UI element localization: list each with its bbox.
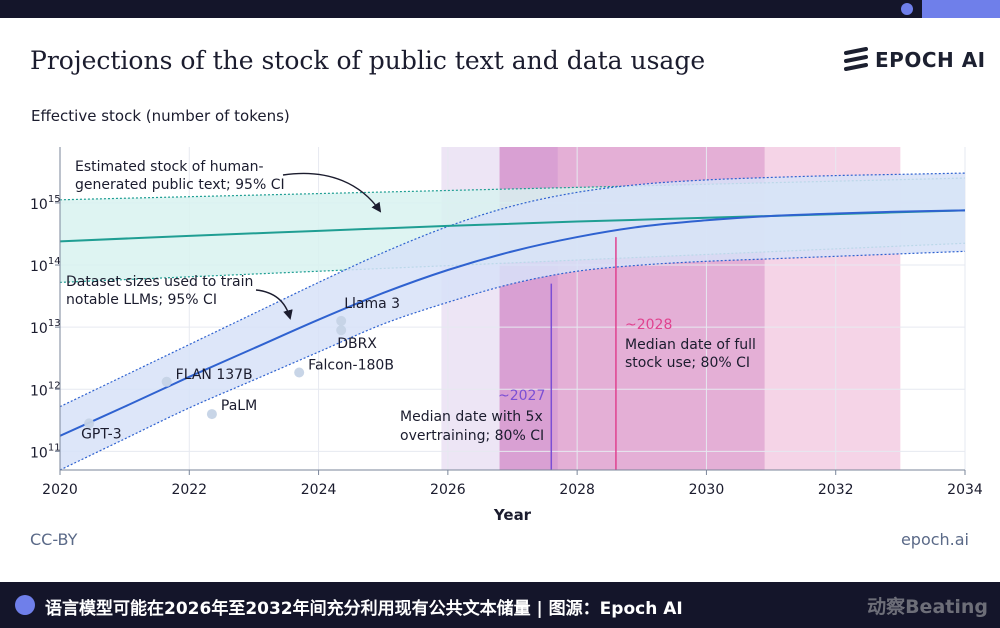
chart-title: Projections of the stock of public text …: [30, 46, 706, 75]
y-axis-label: Effective stock (number of tokens): [31, 107, 290, 125]
model-point: [84, 418, 95, 429]
model-label: Llama 3: [344, 296, 400, 312]
usage-note-arrow: [255, 289, 293, 320]
y-tick-base: 10: [30, 321, 48, 337]
usage-note-line-1: Dataset sizes used to train: [66, 274, 253, 290]
model-label: PaLM: [221, 398, 257, 414]
model-point: [206, 409, 217, 420]
y-tick-base: 10: [30, 383, 48, 399]
epoch-logo-icon: [844, 47, 868, 71]
full-use-date-label: ~2028: [625, 317, 672, 333]
usage-median-line: [60, 209, 965, 437]
stock-note-line-2: generated public text; 95% CI: [75, 177, 285, 193]
brand-name: EPOCH AI: [875, 48, 986, 72]
usage-band-lower-edge: [60, 250, 965, 470]
caption-text: 语言模型可能在2026年至2032年间充分利用现有公共文本储量 | 图源：Epo…: [45, 599, 683, 619]
full-use-note-line-2: stock use; 80% CI: [625, 355, 750, 371]
x-tick-label: 2030: [689, 482, 725, 498]
usage-band-upper-edge: [60, 172, 965, 408]
stock-note-arrow: [282, 172, 382, 213]
top-bar: [0, 0, 1000, 18]
x-tick-label: 2028: [559, 482, 595, 498]
y-tick-exponent: 14: [48, 256, 61, 267]
confidence-bands: [60, 172, 965, 470]
y-tick-label: 1013: [30, 318, 61, 337]
usage-note-line-2: notable LLMs; 95% CI: [66, 292, 217, 308]
usage-band: [60, 173, 965, 470]
model-label: FLAN 137B: [176, 367, 253, 383]
overtrain-date-label: ~2027: [498, 388, 545, 404]
chart-plot: GPT-3 FLAN 137B PaLM Falcon-180B Llama 3 DBRX…: [30, 147, 983, 524]
site-link[interactable]: epoch.ai: [900, 530, 969, 549]
model-label: Falcon-180B: [308, 357, 394, 373]
overtrain-note-line-1: Median date with 5x: [400, 409, 543, 425]
model-point: [336, 315, 347, 326]
model-points: GPT-3 FLAN 137B PaLM Falcon-180B Llama 3 DBRX: [81, 296, 400, 442]
y-tick-label: 1015: [30, 194, 61, 213]
model-point: [336, 325, 347, 336]
model-point: [161, 376, 172, 387]
median-date-markers: [550, 237, 617, 470]
median-lines: [60, 209, 965, 437]
model-point: [294, 367, 305, 378]
license-label: CC-BY: [30, 530, 78, 549]
x-tick-label: 2024: [301, 482, 337, 498]
watermark: 动察Beating: [867, 596, 988, 618]
annotations: Estimated stock of human-generated publi…: [66, 159, 756, 444]
y-tick-base: 10: [30, 445, 48, 461]
y-tick-base: 10: [30, 259, 48, 275]
top-bar-dot: [901, 3, 913, 15]
caption-dot: [15, 595, 35, 615]
y-tick-exponent: 11: [48, 442, 61, 453]
x-tick-label: 2034: [947, 482, 983, 498]
y-tick-exponent: 13: [48, 318, 61, 329]
x-tick-label: 2022: [171, 482, 207, 498]
axes: 2020 2022 2024 2026 2028 2030 2032 203410111012…: [30, 147, 983, 524]
x-axis-label: Year: [493, 506, 532, 524]
overtrain-note-line-2: overtraining; 80% CI: [400, 428, 544, 444]
y-tick-exponent: 15: [48, 194, 61, 205]
y-tick-label: 1014: [30, 256, 61, 275]
top-bar-accent-block: [922, 0, 1000, 18]
full-use-note-line-1: Median date of full: [625, 337, 756, 353]
x-tick-label: 2020: [42, 482, 78, 498]
model-label: GPT-3: [81, 426, 122, 442]
x-tick-label: 2026: [430, 482, 466, 498]
y-tick-base: 10: [30, 197, 48, 213]
caption-bar: 语言模型可能在2026年至2032年间充分利用现有公共文本储量 | 图源：Epo…: [0, 582, 1000, 628]
y-tick-label: 1011: [30, 442, 61, 461]
stock-note-line-1: Estimated stock of human-: [75, 159, 264, 175]
y-tick-label: 1012: [30, 380, 61, 399]
model-label: DBRX: [337, 336, 377, 352]
y-tick-exponent: 12: [48, 380, 61, 391]
x-tick-label: 2032: [818, 482, 854, 498]
